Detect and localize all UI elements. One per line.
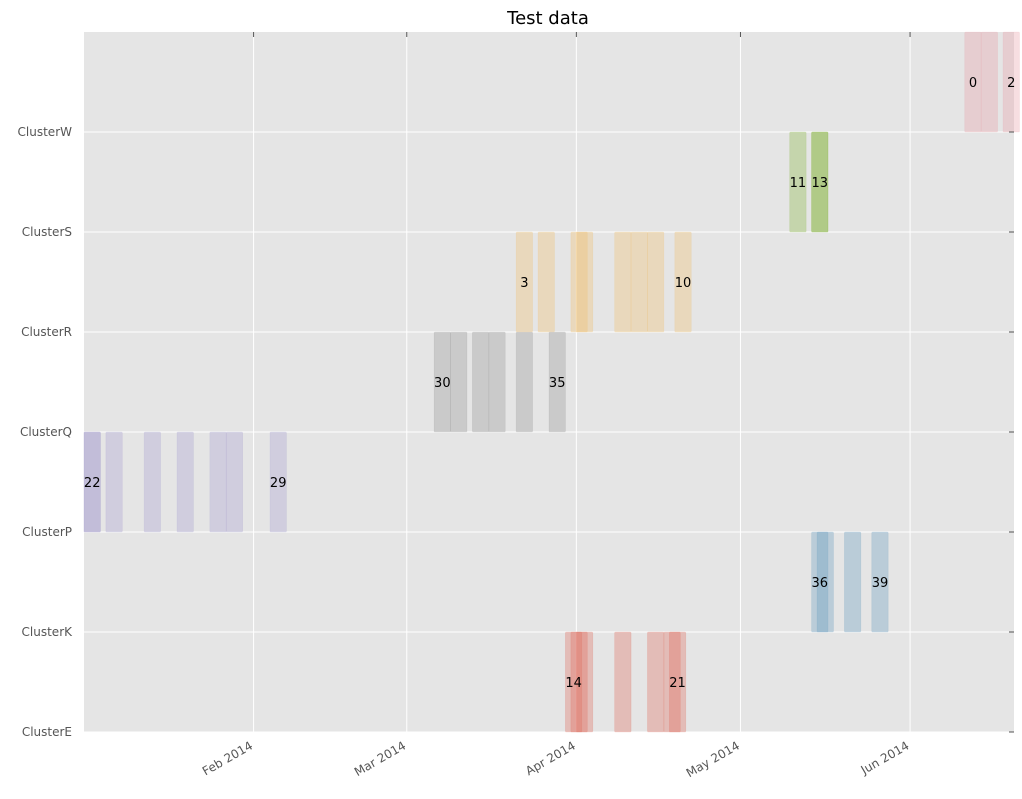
timeline-bar xyxy=(811,531,829,633)
timeline-bar xyxy=(515,231,533,333)
y-tick-label: ClusterP xyxy=(22,525,72,539)
timeline-bar xyxy=(576,631,594,733)
timeline-bar xyxy=(614,231,632,333)
bar-label: 11 xyxy=(790,176,807,191)
bar-label: 14 xyxy=(565,676,582,691)
grid xyxy=(84,32,1014,733)
bar-label: 39 xyxy=(872,576,889,591)
timeline-bar xyxy=(83,431,101,533)
timeline-bar xyxy=(576,231,594,333)
timeline-bar xyxy=(980,31,998,133)
bar-label: 3 xyxy=(520,276,528,291)
bar-label: 35 xyxy=(549,376,566,391)
timeline-bar xyxy=(225,431,243,533)
bar-label: 22 xyxy=(84,476,101,491)
y-tick-label: ClusterQ xyxy=(20,425,72,439)
timeline-bar xyxy=(269,431,287,533)
x-tick-label: May 2014 xyxy=(684,738,742,780)
x-tick-label: Feb 2014 xyxy=(200,738,255,778)
timeline-bar xyxy=(83,431,101,533)
timeline-bar xyxy=(663,631,681,733)
timeline-bar xyxy=(871,531,889,633)
chart-title: Test data xyxy=(506,8,589,29)
timeline-bar xyxy=(669,631,687,733)
timeline-bar xyxy=(515,331,533,433)
timeline-bar xyxy=(450,331,468,433)
plot-area xyxy=(84,32,1014,732)
bar-label: 36 xyxy=(812,576,829,591)
timeline-bar xyxy=(143,431,161,533)
timeline-bar xyxy=(537,231,555,333)
y-tick-label: ClusterK xyxy=(22,625,74,639)
bar-label: 10 xyxy=(675,276,692,291)
timeline-bar xyxy=(674,231,692,333)
timeline-bar xyxy=(816,531,834,633)
timeline-bar xyxy=(789,131,807,233)
y-tick-label: ClusterR xyxy=(21,325,72,339)
timeline-bar xyxy=(647,631,665,733)
timeline-bar xyxy=(811,131,829,233)
y-tick-label: ClusterW xyxy=(18,125,73,139)
bar-label: 29 xyxy=(270,476,287,491)
x-tick-label: Apr 2014 xyxy=(523,738,578,778)
y-tick-label: ClusterS xyxy=(22,225,72,239)
timeline-bar xyxy=(176,431,194,533)
x-tick-label: Mar 2014 xyxy=(352,738,408,779)
timeline-bar xyxy=(472,331,490,433)
timeline-bar xyxy=(570,631,588,733)
timeline-bar xyxy=(811,131,829,233)
bar-label: 0 xyxy=(969,76,977,91)
timeline-bar xyxy=(548,331,566,433)
timeline-bar xyxy=(844,531,862,633)
bar-label: 30 xyxy=(434,376,451,391)
x-tick-label: Jun 2014 xyxy=(858,738,912,777)
timeline-bar xyxy=(647,231,665,333)
y-axis: ClusterE ClusterK ClusterP ClusterQ ClusterR… xyxy=(18,125,1014,739)
timeline-bar xyxy=(630,231,648,333)
y-tick-label: ClusterE xyxy=(22,725,72,739)
timeline-bar xyxy=(964,31,982,133)
bar-label: 2 xyxy=(1007,76,1015,91)
bar-label: 13 xyxy=(812,176,829,191)
bar-label: 21 xyxy=(669,676,686,691)
timeline-bar xyxy=(614,631,632,733)
timeline-bar xyxy=(105,431,123,533)
bars-layer: 0 2 11 13 3 10 30 35 22 29 36 39 14 21 xyxy=(83,31,1020,733)
timeline-bar xyxy=(209,431,227,533)
timeline-bar xyxy=(565,631,583,733)
timeline-bar xyxy=(488,331,506,433)
timeline-bar xyxy=(433,331,451,433)
timeline-bar xyxy=(570,231,588,333)
